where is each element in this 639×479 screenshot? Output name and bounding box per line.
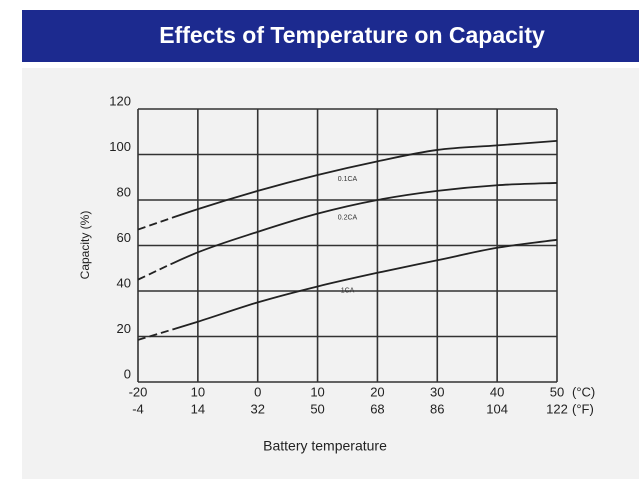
x2-tick-label: 50	[310, 401, 324, 416]
series-label: 0.2CA	[338, 215, 358, 222]
x2-tick-label: 32	[250, 401, 264, 416]
y-tick-label: 60	[117, 230, 131, 245]
x-tick-label: 10	[310, 384, 324, 399]
y-tick-label: 0	[124, 366, 131, 381]
x2-tick-label: 104	[486, 401, 508, 416]
line	[137, 139, 558, 231]
line	[137, 238, 558, 341]
y-tick-label: 100	[109, 139, 131, 154]
x2-tick-label: 14	[191, 401, 205, 416]
series-label: 1CA	[341, 287, 355, 294]
x-tick-label: 20	[370, 384, 384, 399]
x-tick-label: 50	[550, 384, 564, 399]
chart-panel	[22, 68, 639, 479]
chart-title: Effects of Temperature on Capacity	[159, 22, 545, 48]
x2-tick-label: 122	[546, 401, 568, 416]
series-label: 0.1CA	[338, 176, 358, 183]
x2-tick-label: -4	[132, 401, 144, 416]
x2-tick-label: 86	[430, 401, 444, 416]
y-tick-label: 20	[117, 321, 131, 336]
x-tick-label: 30	[430, 384, 444, 399]
x-tick-label: 40	[490, 384, 504, 399]
x-axis-label: Battery temperature	[263, 438, 387, 454]
x-tick-label: 0	[254, 384, 261, 399]
x2-unit: (°F)	[572, 401, 594, 416]
title-banner	[22, 10, 639, 62]
y-axis-label: Capacity (%)	[78, 211, 92, 280]
y-tick-label: 120	[109, 93, 131, 108]
x2-tick-label: 68	[370, 401, 384, 416]
line	[137, 182, 558, 281]
x-tick-label: 10	[191, 384, 205, 399]
x-tick-label: -20	[129, 384, 148, 399]
y-tick-label: 80	[117, 184, 131, 199]
y-tick-label: 40	[117, 275, 131, 290]
x-unit: (°C)	[572, 384, 595, 399]
